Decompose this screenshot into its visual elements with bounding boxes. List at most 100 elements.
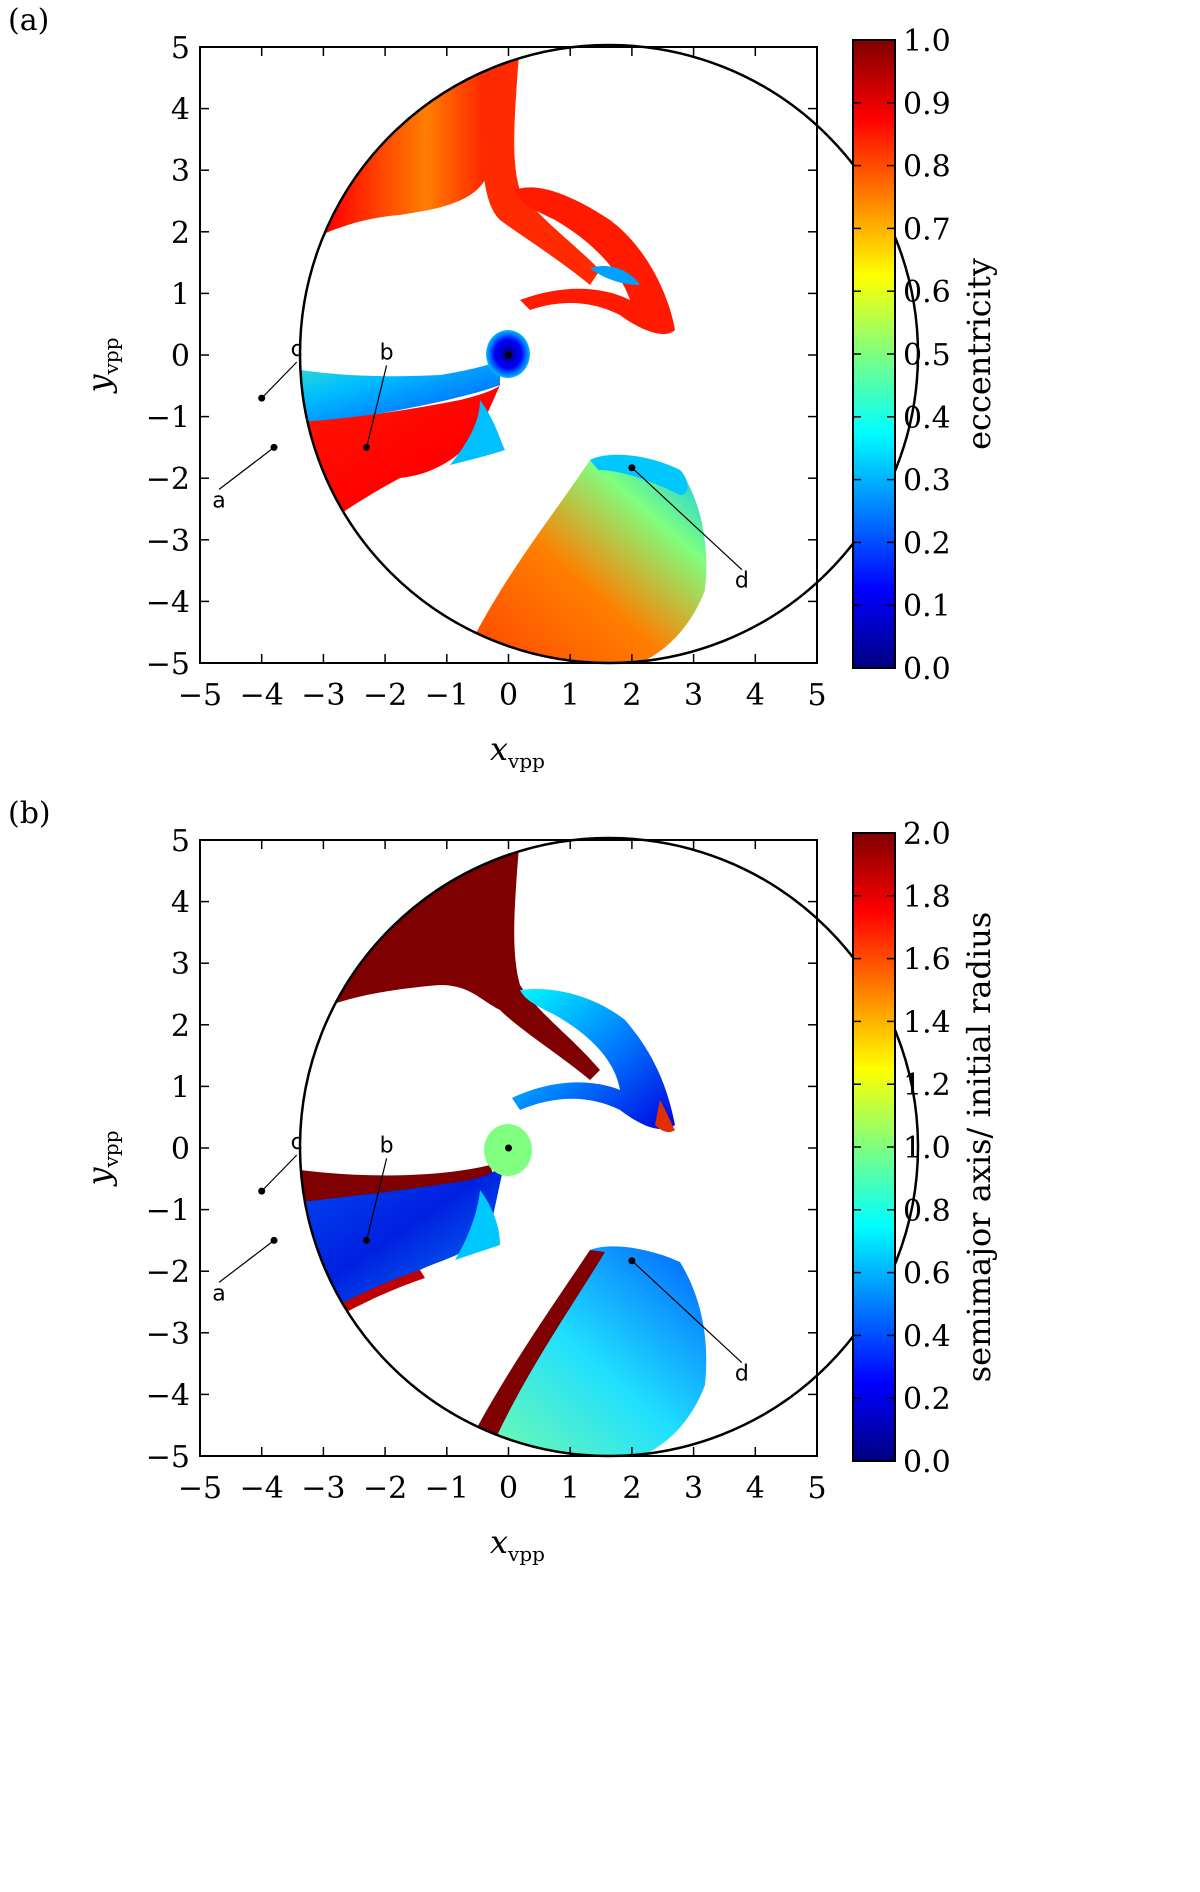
y-tick-label: −5: [146, 1440, 190, 1475]
data-point: [628, 1257, 636, 1265]
colorbar-label: semimajor axis/ initial radius: [960, 912, 998, 1383]
region-lower-blue-sector: [300, 1160, 505, 1365]
region-lower-right-wedge: [460, 454, 707, 663]
x-tick-label: 3: [684, 678, 703, 713]
colorbar-ticks: 0.0 0.1 0.2 0.3 0.4 0.5 0.6 0.7 0.8 0.9 1.0: [853, 24, 951, 687]
y-axis-label-main: y: [80, 373, 118, 394]
colorbar-tick-label: 0.0: [903, 1445, 951, 1480]
region-upper-neck: [480, 45, 600, 285]
data-point: [270, 443, 278, 451]
point-leader-line: [366, 1158, 388, 1241]
colorbar-tick-label: 0.8: [903, 150, 951, 185]
x-tick-label: 5: [807, 678, 826, 713]
data-point: [258, 394, 266, 402]
point-label-a: a: [212, 1281, 225, 1306]
colorbar-tick-label: 0.7: [903, 212, 951, 247]
point-label-d: d: [735, 1362, 749, 1387]
panel-b: −5 −4 −3 −2 −1 0 1 2 3 4 5 −5 −4 −3 −2 −1 0 1 2 3 4 5 a b c d (b…: [8, 796, 998, 1566]
region-lower-red-sector: [300, 385, 500, 575]
colorbar-tick-label: 1.2: [903, 1068, 951, 1103]
y-axis-label-sub: vpp: [99, 1131, 123, 1169]
y-tick-label: 2: [171, 216, 190, 251]
annotation-points: a b c d: [212, 337, 749, 594]
point-leader-line: [261, 361, 298, 399]
colorbar-tick-label: 0.2: [903, 526, 951, 561]
panel-label: (b): [8, 796, 51, 831]
colorbar-tick-label: 0.6: [903, 1257, 951, 1292]
point-leader-line: [631, 467, 743, 571]
x-tick-label: 4: [746, 678, 765, 713]
point-leader-line: [218, 1239, 275, 1283]
colorbar-tick-label: 0.9: [903, 87, 951, 122]
colorbar-tick-label: 0.3: [903, 464, 951, 499]
region-right-spiral-arm: [515, 187, 675, 335]
x-tick-label: −2: [363, 1471, 407, 1506]
y-tick-label: −2: [146, 1255, 190, 1290]
region-upper-left-arm: [300, 45, 510, 310]
y-tick-label: 3: [171, 947, 190, 982]
y-tick-label: 5: [171, 31, 190, 66]
colorbar-tick-label: 0.2: [903, 1382, 951, 1417]
point-label-c: c: [291, 337, 303, 362]
y-tick-label: 1: [171, 277, 190, 312]
y-tick-label: −4: [146, 1378, 190, 1413]
x-axis-label-main: x: [490, 1523, 508, 1561]
point-label-a: a: [212, 488, 225, 513]
svg-text:xvpp: xvpp: [490, 1523, 545, 1566]
panel-b-heatmap: [300, 838, 707, 1456]
x-tick-label: 1: [561, 1471, 580, 1506]
point-leader-line: [631, 1260, 743, 1364]
colorbar-tick-label: 1.4: [903, 1005, 951, 1040]
colorbar-label: eccentricity: [960, 258, 998, 450]
colorbar-tick-label: 0.6: [903, 275, 951, 310]
data-point: [505, 1144, 512, 1152]
y-tick-label: 1: [171, 1070, 190, 1105]
x-axis-label: xvpp: [490, 1523, 545, 1566]
x-tick-label: −3: [301, 678, 345, 713]
data-point: [363, 1236, 371, 1244]
region-wedge-edge-band: [460, 1250, 605, 1456]
point-leader-line: [218, 446, 275, 490]
x-tick-label: 3: [684, 1471, 703, 1506]
x-axis-label-main: x: [490, 730, 508, 768]
colorbar-tick-label: 1.8: [903, 880, 951, 915]
x-axis-label-sub: vpp: [507, 749, 545, 773]
colorbar-tick-label: 1.0: [903, 1131, 951, 1166]
x-tick-label: −1: [425, 1471, 469, 1506]
region-right-spiral-arm: [512, 989, 675, 1130]
colorbar-tick-label: 1.0: [903, 24, 951, 59]
point-leader-line: [366, 365, 388, 448]
y-tick-label: 5: [171, 824, 190, 859]
colorbar-tick-label: 0.8: [903, 1194, 951, 1229]
data-point: [258, 1187, 266, 1195]
data-point: [363, 443, 371, 451]
y-axis-label: yvpp: [80, 1131, 123, 1188]
x-tick-label: 0: [499, 678, 518, 713]
x-tick-label: 2: [622, 678, 641, 713]
y-tick-label: 4: [171, 886, 190, 921]
svg-text:yvpp: yvpp: [80, 338, 123, 395]
region-wedge-tip-band: [590, 454, 688, 495]
svg-text:xvpp: xvpp: [490, 730, 545, 773]
colorbar-tick-label: 1.6: [903, 943, 951, 978]
panel-a-heatmap: [200, 45, 707, 663]
x-axis-label: xvpp: [490, 730, 545, 773]
x-tick-label: −1: [425, 678, 469, 713]
colorbar-tick-label: 0.0: [903, 652, 951, 687]
region-upper-left-arm: [300, 838, 600, 1110]
data-point: [505, 351, 512, 359]
y-tick-label: 0: [171, 339, 190, 374]
region-lower-red-rim: [300, 1270, 425, 1368]
region-lower-right-wedge: [460, 1246, 707, 1456]
region-outer-left-band: [300, 340, 500, 430]
x-tick-label: −5: [178, 1471, 222, 1506]
x-tick-label: 4: [746, 1471, 765, 1506]
y-tick-label: −4: [146, 585, 190, 620]
x-tick-label: −2: [363, 678, 407, 713]
y-tick-label: −2: [146, 462, 190, 497]
x-axis-label-sub: vpp: [507, 1542, 545, 1566]
panel-label: (a): [8, 3, 49, 38]
x-tick-label: −5: [178, 678, 222, 713]
region-lower-yellow-rim: [200, 520, 260, 575]
